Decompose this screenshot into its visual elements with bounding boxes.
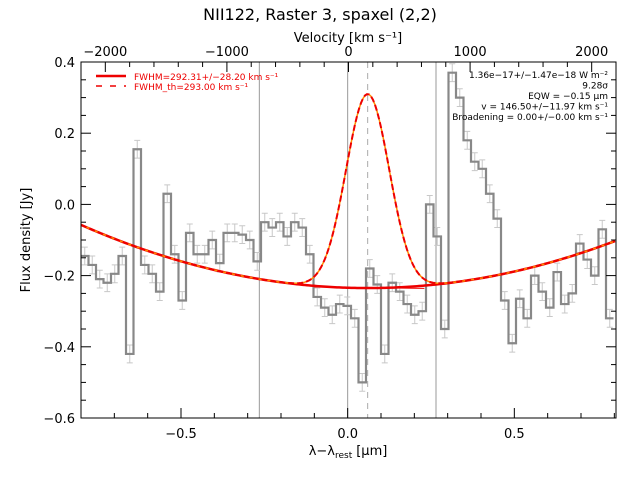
- fit-annotation: v = 146.50+/−11.97 km s⁻¹: [481, 103, 608, 113]
- y-tick-label: 0.0: [54, 198, 75, 213]
- legend-label: FWHM_th=293.00 km s⁻¹: [134, 83, 249, 93]
- y-tick-label: 0.2: [54, 127, 75, 142]
- spectrum-histogram: [81, 71, 614, 384]
- x-tick-label: −0.5: [165, 427, 197, 442]
- baseline-line: [314, 286, 425, 289]
- top-tick-label: 1000: [454, 45, 487, 60]
- y-tick-label: −0.2: [43, 270, 75, 285]
- fit-annotation: 1.36e−17+/−1.47e−18 W m⁻²: [469, 71, 608, 81]
- top-tick-label: −2000: [83, 45, 127, 60]
- y-tick-label: 0.4: [54, 56, 75, 71]
- fit-annotation: EQW = −0.15 µm: [528, 92, 608, 102]
- line-fit: [80, 93, 616, 285]
- y-tick-label: −0.4: [43, 341, 75, 356]
- x-axis-label-sub: rest: [335, 451, 353, 461]
- x-tick-label: 0.0: [337, 427, 358, 442]
- y-tick-label: −0.6: [43, 412, 75, 427]
- y-axis-label: Flux density [Jy]: [19, 188, 34, 293]
- top-tick-label: 0: [344, 45, 352, 60]
- x-axis-label-main: λ−λ: [309, 444, 336, 459]
- fit-annotation: 9.28σ: [582, 82, 608, 92]
- top-axis-label: Velocity [km s⁻¹]: [294, 31, 402, 46]
- x-axis-label: λ−λrest [µm]: [309, 444, 388, 461]
- legend-label: FWHM=292.31+/−28.20 km s⁻¹: [134, 73, 279, 83]
- chart-title: NII122, Raster 3, spaxel (2,2): [203, 5, 437, 24]
- top-tick-label: 2000: [575, 45, 608, 60]
- x-tick-label: 0.5: [504, 427, 525, 442]
- x-axis-label-unit: [µm]: [356, 444, 387, 459]
- fit-annotation: Broadening = 0.00+/−0.00 km s⁻¹: [452, 113, 608, 123]
- top-tick-label: −1000: [205, 45, 249, 60]
